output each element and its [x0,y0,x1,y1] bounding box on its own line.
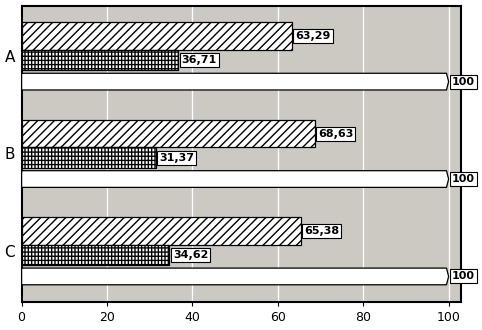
Text: 31,37: 31,37 [159,153,194,163]
Polygon shape [22,171,449,187]
Bar [22,148,156,168]
Bar [22,50,178,71]
Text: B: B [5,148,15,162]
Text: 63,29: 63,29 [295,31,331,41]
Text: C: C [5,245,15,260]
Bar [22,245,170,265]
Text: 100: 100 [452,272,475,281]
Polygon shape [22,268,449,285]
Bar [22,217,301,245]
Polygon shape [22,73,449,90]
Text: 68,63: 68,63 [318,129,353,139]
Text: 65,38: 65,38 [304,226,339,236]
Bar [22,120,315,148]
Text: A: A [5,50,15,65]
Text: 34,62: 34,62 [173,250,208,260]
Text: 100: 100 [452,174,475,184]
Text: 36,71: 36,71 [182,55,217,65]
Bar [22,245,170,265]
Bar [22,22,292,50]
Bar [22,148,156,168]
Text: 100: 100 [452,77,475,87]
Bar [22,50,178,71]
